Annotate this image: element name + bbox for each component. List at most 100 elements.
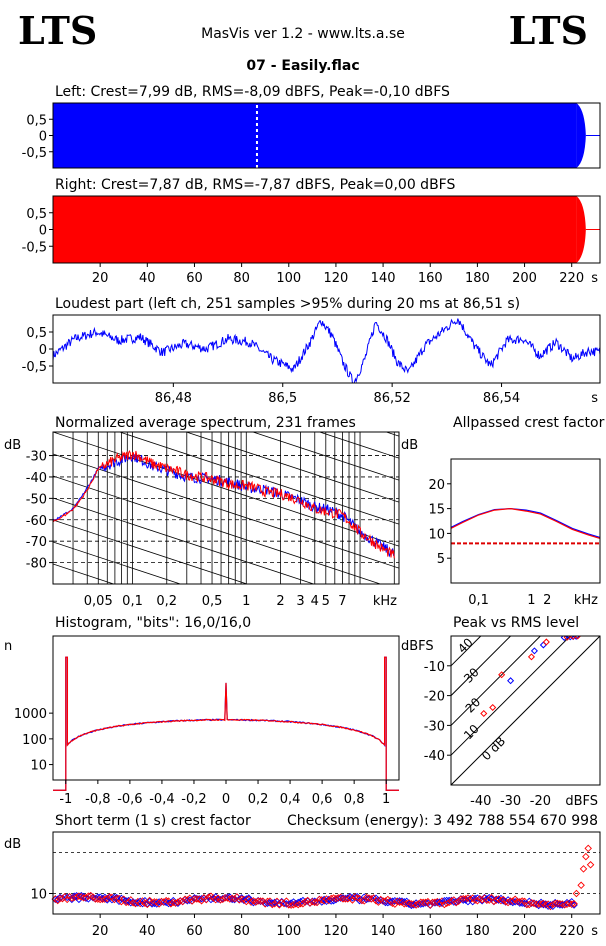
peak-vs-rms-right-point xyxy=(569,636,577,640)
histogram-left-series xyxy=(53,656,399,791)
histogram-title: Histogram, "bits": 16,0/16,0 xyxy=(55,615,251,631)
right-waveform-tick-label: -0,5 xyxy=(22,240,47,255)
peak-vs-rms-right-point xyxy=(498,671,506,679)
allpassed-crest-tick-label: 15 xyxy=(428,503,445,518)
peak-vs-rms-xunit: dBFS xyxy=(565,794,598,809)
histogram-ylabel: n xyxy=(4,639,12,654)
histogram-xtick-label: 0,4 xyxy=(280,792,301,807)
spectrum-slope xyxy=(53,563,115,584)
short-term-crest-xtick-label: 100 xyxy=(276,924,301,939)
short-term-crest-checksum: Checksum (energy): 3 492 788 554 670 998 xyxy=(287,813,598,829)
spectrum-xtick-label: 0,1 xyxy=(122,594,143,609)
right-waveform-xtick-label: 60 xyxy=(186,271,203,286)
peak-vs-rms-diag-label: 20 xyxy=(463,695,484,716)
histogram-frame xyxy=(52,635,400,781)
loudest-part-frame xyxy=(52,314,601,384)
peak-vs-rms-right-point xyxy=(480,709,488,718)
short-term-crest-left-point xyxy=(570,901,578,909)
right-waveform-xtick-label: 140 xyxy=(371,271,396,286)
peak-vs-rms-right-point xyxy=(527,653,535,661)
short-term-crest-xtick-label: 40 xyxy=(139,924,156,939)
short-term-crest-right-point xyxy=(445,898,453,907)
allpassed-crest-ylabel: dB xyxy=(401,438,418,453)
peak-vs-rms-right-point xyxy=(574,636,582,640)
histogram-xtick-label: 0,2 xyxy=(248,792,269,807)
short-term-crest-right-point xyxy=(112,894,121,903)
spectrum-xtick-label: 2 xyxy=(276,594,284,609)
spectrum-slope xyxy=(185,432,399,503)
spectrum-slope xyxy=(53,541,182,584)
short-term-crest-right-point xyxy=(346,894,354,902)
left-waveform-tick-label: 0,5 xyxy=(26,113,47,128)
short-term-crest-right-point xyxy=(570,900,578,908)
spectrum-slope xyxy=(53,300,399,414)
short-term-crest-left-point xyxy=(402,897,411,906)
histogram-right-series xyxy=(53,656,399,791)
short-term-crest-left-point xyxy=(230,895,239,904)
spectrum-title: Normalized average spectrum, 231 frames xyxy=(55,415,356,431)
right-waveform-xtick-label: 100 xyxy=(276,271,301,286)
allpassed-crest-right-series xyxy=(450,507,601,539)
peak-vs-rms-diag xyxy=(451,636,512,696)
short-term-crest-xtick-label: 220 xyxy=(559,924,584,939)
right-waveform-xunit: s xyxy=(591,271,598,286)
right-waveform-xtick-label: 160 xyxy=(418,271,443,286)
allpassed-crest-xunit: kHz xyxy=(574,593,598,608)
allpassed-crest-xtick-label: 0,1 xyxy=(468,593,489,608)
peak-vs-rms-left-point xyxy=(530,647,538,655)
right-waveform-xtick-label: 220 xyxy=(559,271,584,286)
short-term-crest-xtick-label: 20 xyxy=(92,924,109,939)
short-term-crest-right-point xyxy=(65,892,74,901)
spectrum-xtick-label: 0,2 xyxy=(156,594,177,609)
right-waveform-tick-label: 0 xyxy=(39,224,47,239)
peak-vs-rms-xtick-label: -20 xyxy=(530,794,551,809)
short-term-crest-right-point xyxy=(299,899,307,908)
spectrum-slope xyxy=(53,497,315,584)
peak-vs-rms-xtick-label: -30 xyxy=(500,794,521,809)
spectrum-frame xyxy=(52,431,400,585)
right-waveform-xtick-label: 120 xyxy=(324,271,349,286)
peak-vs-rms-left-point xyxy=(539,641,547,649)
short-term-crest-right-point xyxy=(577,881,585,890)
loudest-part-xunit: s xyxy=(591,391,598,406)
short-term-crest-title: Short term (1 s) crest factor xyxy=(55,813,251,829)
loudest-part-tick-label: 0,5 xyxy=(26,326,47,341)
loudest-part-tick-label: -0,5 xyxy=(22,360,47,375)
short-term-crest-right-point xyxy=(586,861,595,869)
right-waveform-fade xyxy=(576,196,586,263)
spectrum-slope xyxy=(318,432,399,459)
allpassed-crest-xtick-label: 2 xyxy=(543,593,551,608)
histogram-xtick-label: 0,6 xyxy=(312,792,333,807)
allpassed-crest-tick-label: 20 xyxy=(428,478,445,493)
allpassed-crest-left-series xyxy=(450,507,601,538)
spectrum-slope xyxy=(53,432,399,547)
spectrum-xtick-label: 0,05 xyxy=(84,594,113,609)
loudest-part-line xyxy=(53,318,600,383)
spectrum-tick-label: -50 xyxy=(26,492,47,507)
logo-left: LTS xyxy=(18,8,98,53)
right-waveform-xtick-label: 80 xyxy=(233,271,250,286)
peak-vs-rms-right-point xyxy=(563,636,571,641)
histogram-xtick-label: -0,4 xyxy=(149,792,174,807)
peak-vs-rms-ylabel: dBFS xyxy=(401,639,434,654)
peak-vs-rms-xtick-label: -40 xyxy=(470,794,491,809)
loudest-part-xtick-label: 86,5 xyxy=(268,391,297,406)
loudest-part-title: Loudest part (left ch, 251 samples >95% … xyxy=(55,296,520,312)
allpassed-crest-xtick-label: 1 xyxy=(527,593,535,608)
left-waveform-tick-label: 0 xyxy=(39,130,47,145)
short-term-crest-right-point xyxy=(572,889,581,898)
peak-vs-rms-title: Peak vs RMS level xyxy=(453,615,579,631)
spectrum-slope xyxy=(251,432,399,481)
peak-vs-rms-tick-label: -40 xyxy=(424,749,445,764)
loudest-part-xtick-label: 86,52 xyxy=(374,391,411,406)
short-term-crest-right-point xyxy=(511,895,519,904)
spectrum-ylabel: dB xyxy=(4,438,21,453)
histogram-xtick-label: -1 xyxy=(59,792,72,807)
left-waveform-fade xyxy=(576,103,586,168)
peak-vs-rms-diag xyxy=(451,636,600,785)
left-waveform-tick-label: -0,5 xyxy=(22,146,47,161)
short-term-crest-right-point xyxy=(520,897,529,906)
histogram-tick-label: 100 xyxy=(22,733,47,748)
short-term-crest-xtick-label: 160 xyxy=(418,924,443,939)
